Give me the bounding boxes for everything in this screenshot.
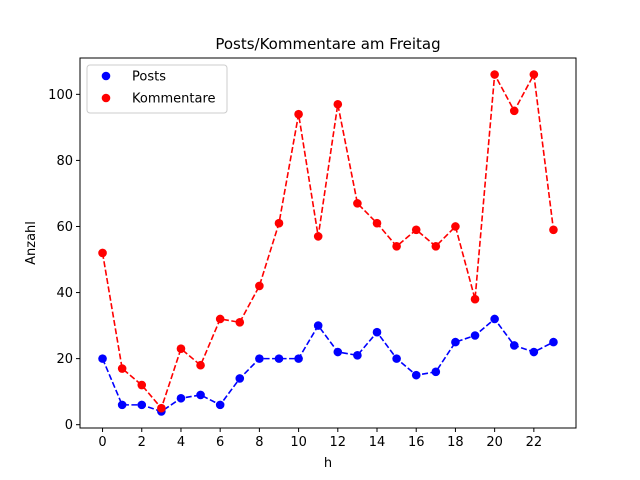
data-point-kommentare — [215, 314, 225, 324]
y-axis-label: Anzahl — [24, 221, 39, 265]
data-point-posts — [431, 367, 441, 377]
data-point-posts — [509, 341, 519, 350]
axes-frame — [79, 57, 577, 429]
data-point-kommentare — [176, 344, 186, 354]
y-tick-label: 100 — [48, 88, 73, 103]
data-point-posts — [392, 354, 401, 363]
legend-marker-kommentare — [101, 93, 111, 103]
y-tick-label: 0 — [65, 418, 73, 433]
data-point-kommentare — [411, 225, 421, 235]
data-point-posts — [333, 347, 343, 357]
data-point-posts — [411, 370, 421, 380]
data-point-posts — [451, 337, 460, 347]
data-point-kommentare — [509, 106, 519, 116]
data-point-kommentare — [392, 242, 401, 251]
x-tick-label: 4 — [177, 435, 185, 450]
data-point-posts — [470, 331, 480, 340]
y-tick-label: 40 — [56, 286, 73, 301]
data-point-posts — [313, 321, 323, 330]
data-point-kommentare — [157, 403, 166, 413]
data-point-kommentare — [294, 109, 303, 119]
legend-label-posts: Posts — [132, 70, 166, 85]
data-point-posts — [549, 337, 558, 347]
legend-label-kommentare: Kommentare — [132, 92, 216, 107]
x-tick-label: 22 — [526, 435, 543, 450]
data-point-kommentare — [451, 222, 460, 231]
data-point-posts — [529, 347, 539, 357]
data-point-posts — [274, 354, 284, 363]
series-line-posts — [101, 317, 554, 413]
x-tick-label: 20 — [486, 435, 503, 450]
y-tick-label: 80 — [56, 154, 73, 169]
y-tick-label: 20 — [56, 352, 73, 367]
plot-area: 0 2 4 6 8 10 12 14 16 18 20 22 0 20 40 60 80 100 — [48, 57, 577, 450]
x-tick-label: 16 — [408, 435, 425, 450]
data-point-posts — [235, 374, 245, 383]
data-point-posts — [176, 393, 186, 403]
data-point-kommentare — [313, 232, 323, 241]
data-point-posts — [98, 354, 107, 363]
data-point-posts — [294, 354, 303, 363]
data-point-kommentare — [549, 225, 558, 235]
data-point-kommentare — [137, 380, 147, 390]
data-point-kommentare — [470, 294, 480, 304]
data-point-kommentare — [529, 70, 539, 79]
data-point-kommentare — [235, 317, 245, 327]
chart-title: Posts/Kommentare am Freitag — [215, 35, 440, 53]
x-tick-label: 10 — [290, 435, 307, 450]
data-point-kommentare — [490, 70, 499, 79]
x-tick-label: 0 — [98, 435, 106, 450]
data-point-kommentare — [196, 360, 205, 370]
y-tick-label: 60 — [56, 220, 73, 235]
data-point-kommentare — [117, 364, 127, 373]
data-point-kommentare — [353, 199, 362, 208]
data-point-kommentare — [255, 281, 264, 291]
data-point-posts — [372, 327, 382, 337]
data-point-kommentare — [431, 242, 441, 251]
data-point-kommentare — [333, 99, 343, 109]
x-tick-label: 18 — [447, 435, 464, 450]
data-point-posts — [196, 390, 205, 400]
data-point-kommentare — [274, 218, 284, 228]
x-tick-label: 8 — [255, 435, 263, 450]
series-line-kommentare — [101, 71, 555, 410]
legend: Posts Kommentare — [86, 64, 228, 114]
legend-box — [86, 64, 228, 114]
x-tick-label: 2 — [138, 435, 146, 450]
data-point-posts — [117, 400, 127, 410]
data-point-posts — [490, 314, 499, 324]
legend-marker-posts — [101, 71, 111, 81]
data-point-posts — [255, 354, 264, 363]
data-point-posts — [137, 400, 147, 410]
data-point-kommentare — [372, 218, 382, 228]
x-tick-label: 12 — [330, 435, 347, 450]
x-axis-label: h — [324, 456, 332, 471]
x-tick-label: 14 — [369, 435, 386, 450]
data-point-kommentare — [98, 248, 107, 258]
data-point-posts — [353, 351, 362, 360]
data-point-posts — [215, 400, 225, 410]
x-tick-label: 6 — [216, 435, 224, 450]
